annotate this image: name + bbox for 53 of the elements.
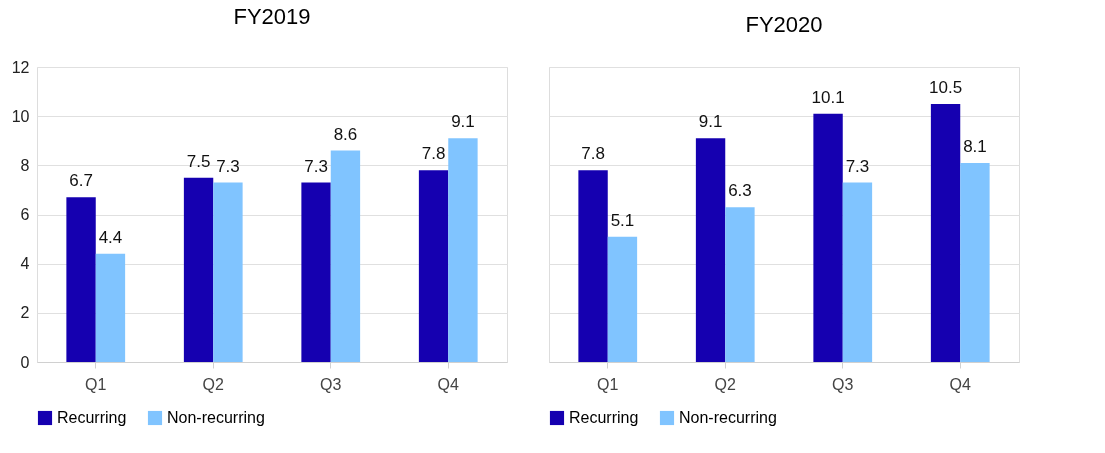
legend-label: Recurring xyxy=(569,409,639,426)
y-tick-label: 4 xyxy=(20,255,30,273)
legend-label: Non-recurring xyxy=(679,409,777,426)
bar xyxy=(301,182,331,362)
bar xyxy=(930,103,961,362)
x-tick-label: Q1 xyxy=(597,375,619,393)
data-label: 5.1 xyxy=(610,210,635,230)
x-tick-label: Q2 xyxy=(202,375,225,393)
x-tick-label: Q2 xyxy=(714,375,737,393)
data-label: 8.6 xyxy=(333,124,358,144)
x-tick-label: Q3 xyxy=(832,375,854,393)
x-tick-label: Q4 xyxy=(949,375,972,393)
bar xyxy=(960,162,990,362)
bar xyxy=(725,207,755,362)
bar xyxy=(66,197,96,362)
legend-label: Non-recurring xyxy=(167,409,265,426)
data-label: 8.1 xyxy=(963,136,987,156)
data-label: 7.3 xyxy=(216,156,240,176)
data-label: 6.3 xyxy=(728,181,752,201)
bar xyxy=(695,138,726,362)
bar xyxy=(183,177,214,362)
data-label: 9.1 xyxy=(698,112,723,132)
y-tick-label: 8 xyxy=(20,156,30,174)
x-tick-label: Q1 xyxy=(85,375,107,393)
data-label: 7.8 xyxy=(581,144,605,164)
x-tick-label: Q3 xyxy=(320,375,342,393)
bar xyxy=(418,170,449,362)
chart-title: FY2020 xyxy=(745,12,823,37)
legend-label: Recurring xyxy=(57,409,127,426)
data-label: 10.1 xyxy=(811,87,845,107)
bar xyxy=(813,113,843,362)
y-tick-label: 10 xyxy=(11,107,30,125)
bar xyxy=(448,138,478,362)
bar xyxy=(842,182,873,362)
data-label: 6.7 xyxy=(69,171,93,191)
y-tick-label: 6 xyxy=(20,206,30,223)
data-label: 9.1 xyxy=(451,112,475,132)
data-label: 7.3 xyxy=(304,156,328,176)
bar xyxy=(95,253,126,362)
data-label: 10.5 xyxy=(929,77,963,97)
data-label: 7.3 xyxy=(845,156,870,176)
data-label: 7.8 xyxy=(421,144,446,164)
y-tick-label: 12 xyxy=(11,58,30,76)
bar xyxy=(213,182,243,362)
chart-title: FY2019 xyxy=(233,4,311,29)
bar xyxy=(330,150,361,362)
bar xyxy=(578,170,608,362)
y-tick-label: 2 xyxy=(20,304,30,322)
bar xyxy=(607,236,638,362)
y-tick-label: 0 xyxy=(20,353,30,371)
data-label: 7.5 xyxy=(186,151,211,171)
data-label: 4.4 xyxy=(98,227,123,247)
x-tick-label: Q4 xyxy=(437,375,460,393)
